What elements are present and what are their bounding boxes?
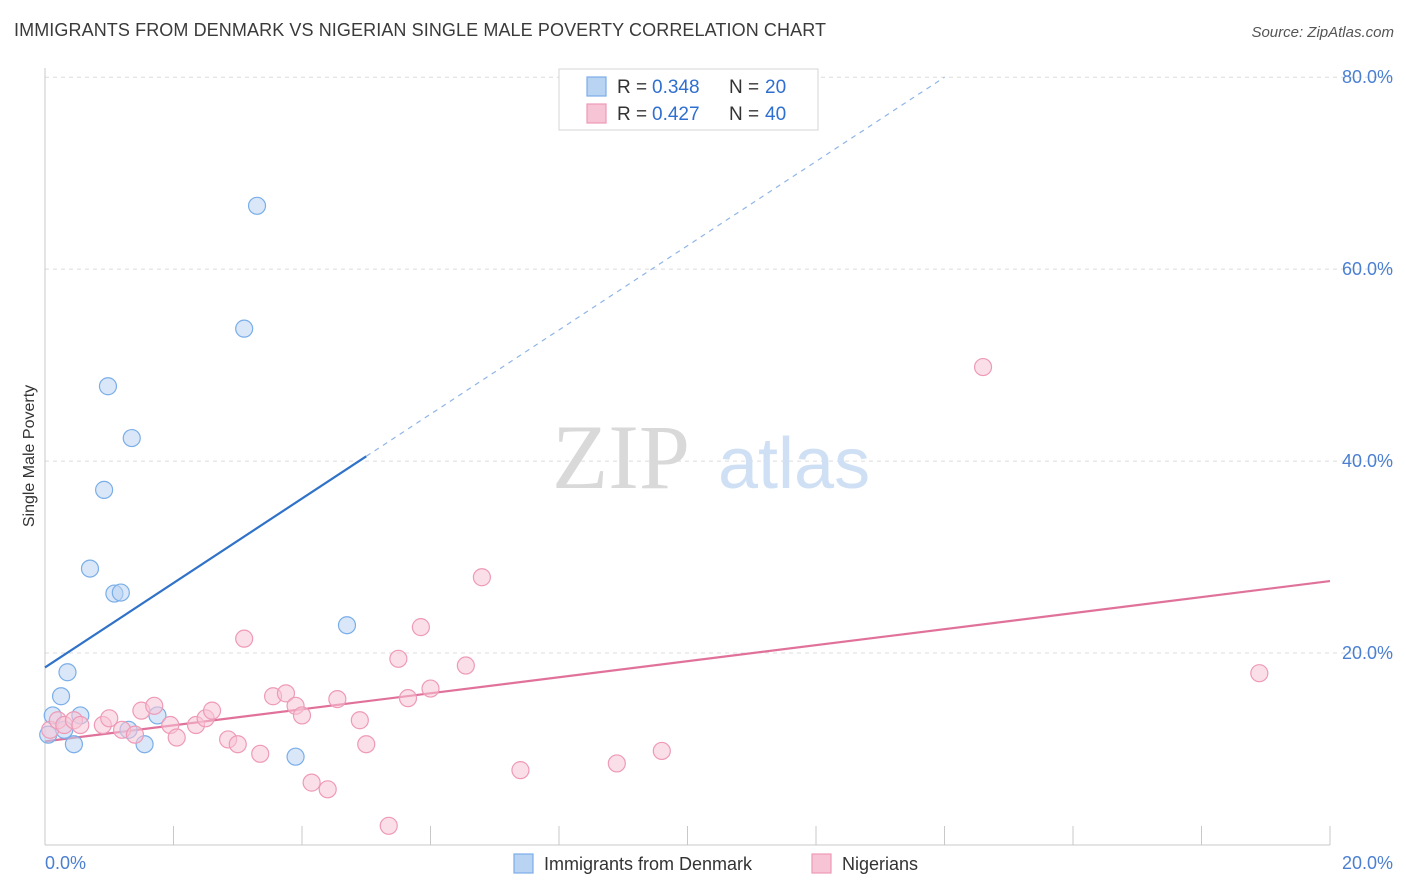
point-denmark (286, 747, 305, 766)
legend-swatch (586, 76, 607, 97)
point-nigerians (511, 761, 530, 780)
legend-r-label: R = (617, 104, 647, 125)
legend-r-value: 0.427 (652, 104, 700, 125)
point-denmark (80, 559, 100, 578)
point-denmark (95, 480, 114, 499)
y-tick-label: 80.0% (1342, 67, 1393, 87)
point-nigerians (202, 701, 222, 720)
legend-swatch (586, 103, 607, 124)
gridlines (45, 76, 1392, 654)
legend-n-value: 20 (765, 77, 786, 98)
point-nigerians (292, 706, 312, 725)
bottom-legend-swatch (811, 853, 832, 874)
point-nigerians (379, 816, 398, 835)
data-points (39, 196, 1269, 835)
point-nigerians (1250, 664, 1269, 683)
point-nigerians (411, 618, 430, 637)
y-axis-label: Single Male Poverty (21, 385, 38, 527)
watermark: ZIP atlas (552, 406, 870, 508)
point-denmark (247, 196, 267, 215)
point-nigerians (228, 735, 247, 754)
point-nigerians (973, 357, 993, 377)
point-nigerians (302, 773, 321, 792)
watermark-atlas: atlas (718, 424, 870, 504)
point-nigerians (472, 568, 491, 587)
point-nigerians (167, 728, 186, 747)
point-nigerians (389, 649, 408, 668)
legend-n-label: N = (729, 104, 759, 125)
point-nigerians (652, 741, 671, 761)
point-nigerians (145, 696, 164, 715)
point-nigerians (421, 679, 440, 698)
point-denmark (235, 319, 254, 338)
point-denmark (58, 663, 77, 682)
y-tick-label: 40.0% (1342, 451, 1393, 471)
point-denmark (111, 583, 130, 602)
point-nigerians (318, 780, 337, 799)
x-tick-label: 0.0% (45, 853, 86, 873)
point-nigerians (398, 689, 418, 708)
bottom-legend-label: Nigerians (842, 854, 918, 874)
point-nigerians (100, 709, 119, 728)
x-tick-label: 20.0% (1342, 853, 1393, 873)
point-denmark (64, 735, 84, 754)
point-denmark (51, 687, 71, 706)
point-denmark (337, 616, 357, 635)
point-nigerians (125, 725, 145, 744)
point-denmark (98, 377, 118, 396)
bottom-legend-swatch (513, 853, 534, 874)
source-label: Source: ZipAtlas.com (1251, 24, 1394, 41)
trend-line-denmark (44, 455, 367, 669)
point-nigerians (251, 744, 270, 763)
point-nigerians (71, 715, 90, 735)
y-tick-label: 20.0% (1342, 643, 1393, 663)
point-nigerians (276, 684, 296, 703)
point-nigerians (328, 690, 347, 709)
legend-r-label: R = (617, 77, 647, 98)
point-nigerians (350, 711, 369, 730)
legend-n-value: 40 (765, 104, 786, 125)
tick-labels: 20.0% 40.0% 60.0% 80.0% 0.0% 20.0% (45, 67, 1393, 873)
point-nigerians (607, 754, 626, 773)
trend-line-denmark-extension (365, 76, 945, 457)
axes (44, 68, 1331, 846)
point-nigerians (456, 656, 475, 675)
bottom-legend-label: Immigrants from Denmark (544, 854, 753, 874)
legend-box: R = 0.348 N = 20 R = 0.427 N = 40 (558, 68, 819, 131)
watermark-zip: ZIP (552, 406, 690, 508)
trend-lines (44, 76, 1331, 743)
point-denmark (122, 428, 141, 448)
bottom-legend: Immigrants from Denmark Nigerians (513, 853, 918, 874)
y-tick-label: 60.0% (1342, 259, 1393, 279)
point-nigerians (357, 735, 376, 754)
trend-line-nigerians (44, 579, 1331, 743)
chart-title: IMMIGRANTS FROM DENMARK VS NIGERIAN SING… (14, 20, 827, 40)
point-nigerians (235, 629, 254, 648)
legend-r-value: 0.348 (652, 77, 700, 98)
legend-n-label: N = (729, 77, 759, 98)
